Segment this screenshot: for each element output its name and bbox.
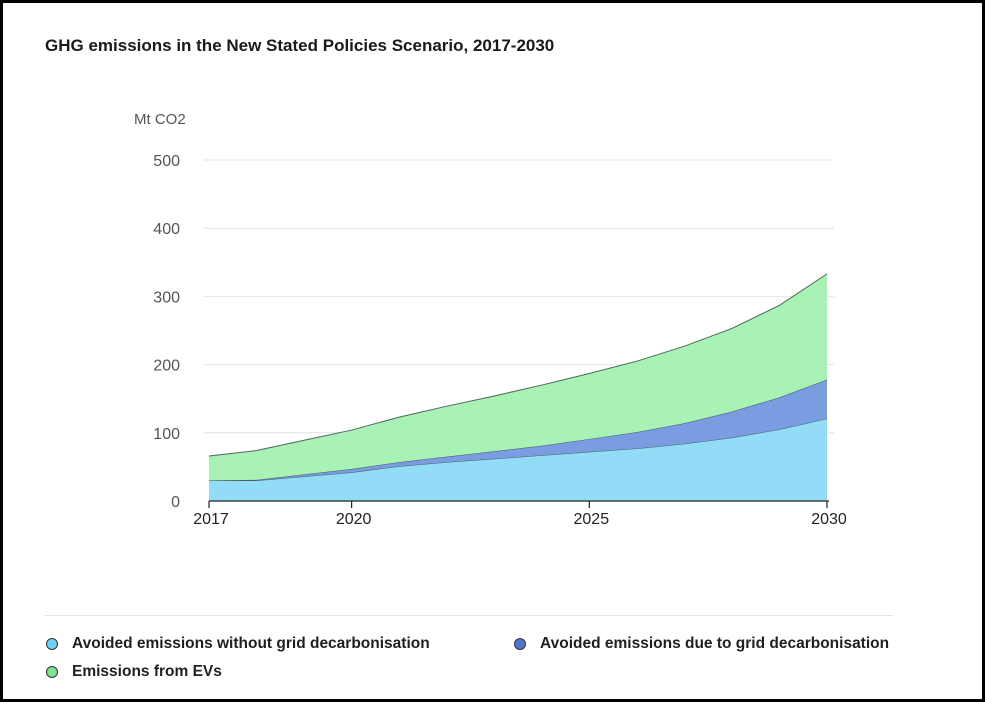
x-tick-label: 2025 xyxy=(574,511,610,528)
y-tick-label: 0 xyxy=(171,494,180,511)
legend-label: Avoided emissions without grid decarboni… xyxy=(72,635,430,652)
x-tick-label: 2020 xyxy=(336,511,372,528)
y-axis-label: Mt CO2 xyxy=(134,111,186,128)
legend-item-emissions-evs[interactable]: Emissions from EVs xyxy=(46,663,222,681)
legend-item-grid-decarbonisation[interactable]: Avoided emissions due to grid decarbonis… xyxy=(514,635,889,653)
area-series-2 xyxy=(209,273,827,481)
legend-swatch-grid-decarbonisation xyxy=(514,638,526,650)
legend-label: Emissions from EVs xyxy=(72,663,222,680)
area-chart: 0 100 200 300 400 500 2017 2020 2025 2030 Mt CO2 xyxy=(134,111,847,528)
area-series-0 xyxy=(209,418,827,501)
x-tick-label: 2017 xyxy=(193,511,229,528)
y-tick-label: 200 xyxy=(153,358,180,375)
x-tick-label: 2030 xyxy=(811,511,847,528)
legend-divider xyxy=(45,615,893,616)
legend-swatch-without-grid xyxy=(46,638,58,650)
area-series-1 xyxy=(209,379,827,481)
y-tick-label: 300 xyxy=(153,289,180,306)
y-tick-label: 500 xyxy=(153,153,180,170)
legend-item-without-grid[interactable]: Avoided emissions without grid decarboni… xyxy=(46,635,430,653)
legend-swatch-emissions-evs xyxy=(46,666,58,678)
series-line-2 xyxy=(208,273,828,457)
y-tick-label: 400 xyxy=(153,221,180,238)
chart-title: GHG emissions in the New Stated Policies… xyxy=(45,36,555,55)
legend-label: Avoided emissions due to grid decarbonis… xyxy=(540,635,890,652)
y-tick-label: 100 xyxy=(153,426,180,443)
